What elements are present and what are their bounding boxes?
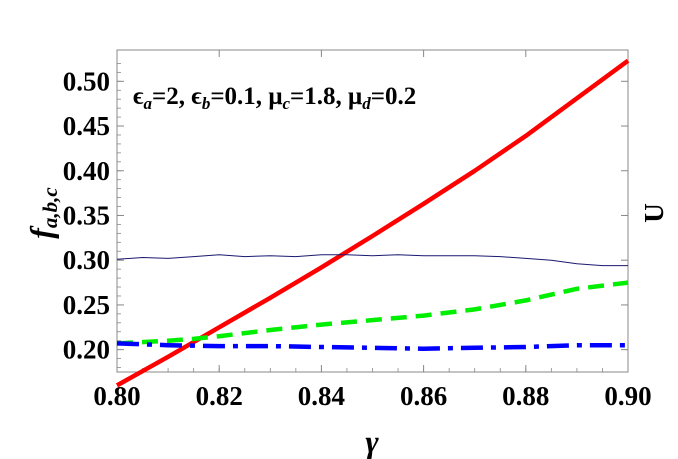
y-tick-label: 0.30 (63, 245, 110, 275)
series-line-2 (116, 254, 628, 267)
x-axis-label: γ (365, 423, 379, 459)
y-tick-label: 0.40 (63, 156, 110, 186)
x-tick-label: 0.82 (196, 381, 243, 411)
annotation-part: d (362, 94, 371, 113)
y-axis-label-sub: a,b,c (38, 187, 62, 229)
x-tick-label: 0.86 (400, 381, 447, 411)
series-group (115, 58, 630, 388)
parameter-annotation: ϵa=2, ϵb=0.1, μc=1.8, μd=0.2 (133, 83, 416, 113)
x-axis: 0.80 0.82 0.84 0.86 0.88 0.90 (93, 50, 652, 411)
y-tick-label: 0.25 (63, 290, 110, 320)
series-line-4 (116, 341, 628, 351)
annotation-part: c (283, 94, 291, 113)
x-tick-label: 0.90 (604, 381, 651, 411)
annotation-part: ϵ (133, 83, 144, 110)
annotation-part: b (202, 94, 211, 113)
y-tick-label: 0.45 (63, 111, 110, 141)
y-axis-label: fa,b,c (23, 187, 62, 239)
annotation-part: =0.1, (210, 83, 268, 110)
annotation-part: =1.8, (290, 83, 348, 110)
x-tick-label: 0.88 (502, 381, 549, 411)
annotation-part: μ (348, 83, 362, 110)
series-line-1 (115, 58, 630, 388)
y-tick-label: 0.20 (63, 335, 110, 365)
annotation-part: μ (268, 83, 282, 110)
y-tick-label: 0.50 (63, 66, 110, 96)
annotation-part: =2, (152, 83, 191, 110)
annotation-part: a (144, 94, 153, 113)
annotation-part: =0.2 (371, 83, 417, 110)
x-tick-label: 0.84 (298, 381, 345, 411)
y-tick-label: 0.35 (63, 200, 110, 230)
annotation-part: ϵ (191, 83, 202, 110)
y-axis: 0.20 0.25 0.30 0.35 0.40 0.45 0.50 (63, 63, 628, 368)
right-axis-label: U (639, 203, 669, 223)
series-line-3 (116, 280, 629, 346)
x-tick-label: 0.80 (93, 381, 140, 411)
y-axis-label-main: f (23, 225, 59, 239)
